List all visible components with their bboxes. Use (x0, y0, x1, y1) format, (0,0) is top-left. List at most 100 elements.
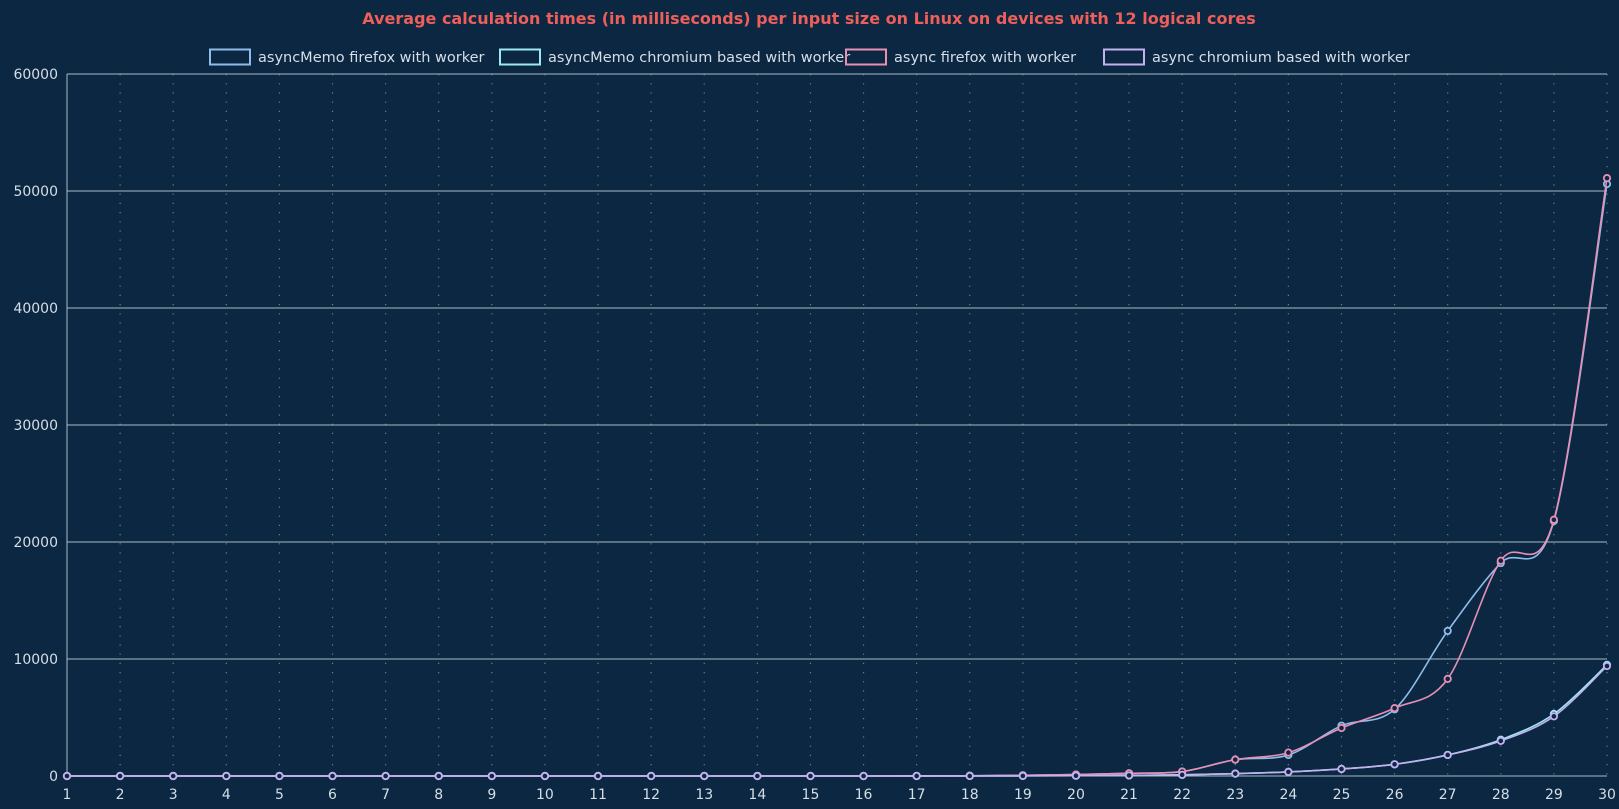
x-tick-label: 11 (589, 787, 607, 803)
legend[interactable]: asyncMemo firefox with worker asyncMemo c… (209, 48, 1410, 67)
series-2 (62, 660, 1612, 781)
x-tick-label: 24 (1279, 787, 1297, 803)
series-line (66, 183, 1608, 777)
data-point (965, 771, 974, 781)
series-line (66, 178, 1608, 777)
x-tick-label: 13 (695, 787, 713, 803)
legend-label: async chromium based with worker (1152, 50, 1410, 66)
y-tick-label: 50000 (13, 184, 58, 200)
data-point (1443, 750, 1452, 760)
legend-item-3[interactable]: async firefox with worker (845, 48, 1076, 67)
grid (67, 73, 1608, 776)
x-tick-label: 20 (1067, 787, 1085, 803)
x-tick-label: 7 (381, 787, 390, 803)
data-point (912, 771, 921, 781)
data-point (647, 771, 656, 781)
legend-swatch (499, 48, 541, 66)
x-tick-label: 6 (328, 787, 337, 803)
data-point (1337, 764, 1346, 774)
x-tick-label: 26 (1386, 787, 1404, 803)
x-tick-label: 21 (1120, 787, 1138, 803)
x-tick-label: 29 (1545, 787, 1563, 803)
legend-swatch (1103, 48, 1145, 66)
chart-title: Average calculation times (in millisecon… (362, 9, 1255, 28)
y-tick-label: 40000 (13, 301, 58, 317)
data-point (1602, 174, 1612, 183)
data-point (275, 771, 284, 781)
data-point (1284, 767, 1293, 777)
series-lines (62, 174, 1612, 781)
x-tick-label: 8 (434, 787, 443, 803)
data-point (1231, 755, 1240, 764)
x-tick-label: 3 (169, 787, 178, 803)
x-tick-label: 28 (1492, 787, 1510, 803)
data-point (1231, 769, 1240, 778)
x-tick-label: 16 (855, 787, 873, 803)
x-tick-label: 30 (1598, 787, 1616, 803)
x-tick-label: 5 (275, 787, 284, 803)
x-tick-label: 4 (222, 787, 231, 803)
y-tick-label: 30000 (13, 418, 58, 434)
data-point (1496, 556, 1505, 565)
axes: 0 10000 20000 30000 40000 50000 60000 1 2 3 4 5 6 7 8 9… (13, 67, 1615, 803)
x-tick-label: 12 (642, 787, 660, 803)
series-1 (62, 179, 1612, 781)
x-tick-label: 25 (1333, 787, 1351, 803)
data-point (806, 771, 815, 781)
legend-item-2[interactable]: asyncMemo chromium based with worker (499, 48, 850, 67)
data-point (1071, 771, 1081, 780)
legend-swatch (209, 48, 251, 66)
y-tick-label: 60000 (13, 67, 58, 83)
data-point (1443, 674, 1452, 683)
data-point (1549, 712, 1558, 721)
x-tick-label: 22 (1173, 787, 1191, 803)
series-line (66, 664, 1608, 777)
data-point (1496, 736, 1505, 746)
data-point (753, 771, 762, 781)
x-tick-label: 9 (487, 787, 496, 803)
x-tick-label: 15 (802, 787, 820, 803)
data-point (1549, 515, 1558, 524)
x-tick-label: 10 (536, 787, 554, 803)
legend-label: async firefox with worker (894, 50, 1076, 66)
y-tick-label: 0 (49, 769, 58, 785)
data-point (328, 771, 337, 781)
data-point (1124, 771, 1134, 780)
y-tick-label: 20000 (13, 535, 58, 551)
series-line (66, 665, 1608, 777)
legend-item-4[interactable]: async chromium based with worker (1103, 48, 1410, 67)
y-tick-label: 10000 (13, 652, 58, 668)
data-point (859, 771, 868, 781)
x-tick-label: 17 (908, 787, 926, 803)
data-point (116, 771, 125, 781)
legend-item-1[interactable]: asyncMemo firefox with worker (209, 48, 485, 67)
x-tick-label: 14 (748, 787, 766, 803)
data-point (169, 771, 178, 781)
x-tick-label: 19 (1014, 787, 1032, 803)
data-point (700, 771, 709, 781)
data-point (1284, 748, 1293, 757)
data-point (62, 771, 72, 781)
data-point (1178, 770, 1187, 779)
data-point (540, 771, 550, 781)
legend-swatch (845, 48, 887, 66)
data-point (381, 771, 390, 781)
x-tick-label: 18 (961, 787, 979, 803)
legend-label: asyncMemo chromium based with worker (548, 50, 850, 66)
data-point (1443, 626, 1452, 636)
data-point (1337, 723, 1346, 733)
series-3 (62, 174, 1612, 781)
legend-label: asyncMemo firefox with worker (258, 50, 485, 66)
x-tick-label: 23 (1226, 787, 1244, 803)
x-tick-label: 2 (116, 787, 125, 803)
data-point (1390, 760, 1399, 769)
data-point (222, 771, 231, 781)
x-tick-label: 27 (1439, 787, 1457, 803)
data-point (593, 771, 603, 781)
data-point (1390, 704, 1399, 713)
data-point (487, 771, 496, 781)
data-point (1018, 771, 1027, 780)
data-point (1602, 661, 1612, 671)
